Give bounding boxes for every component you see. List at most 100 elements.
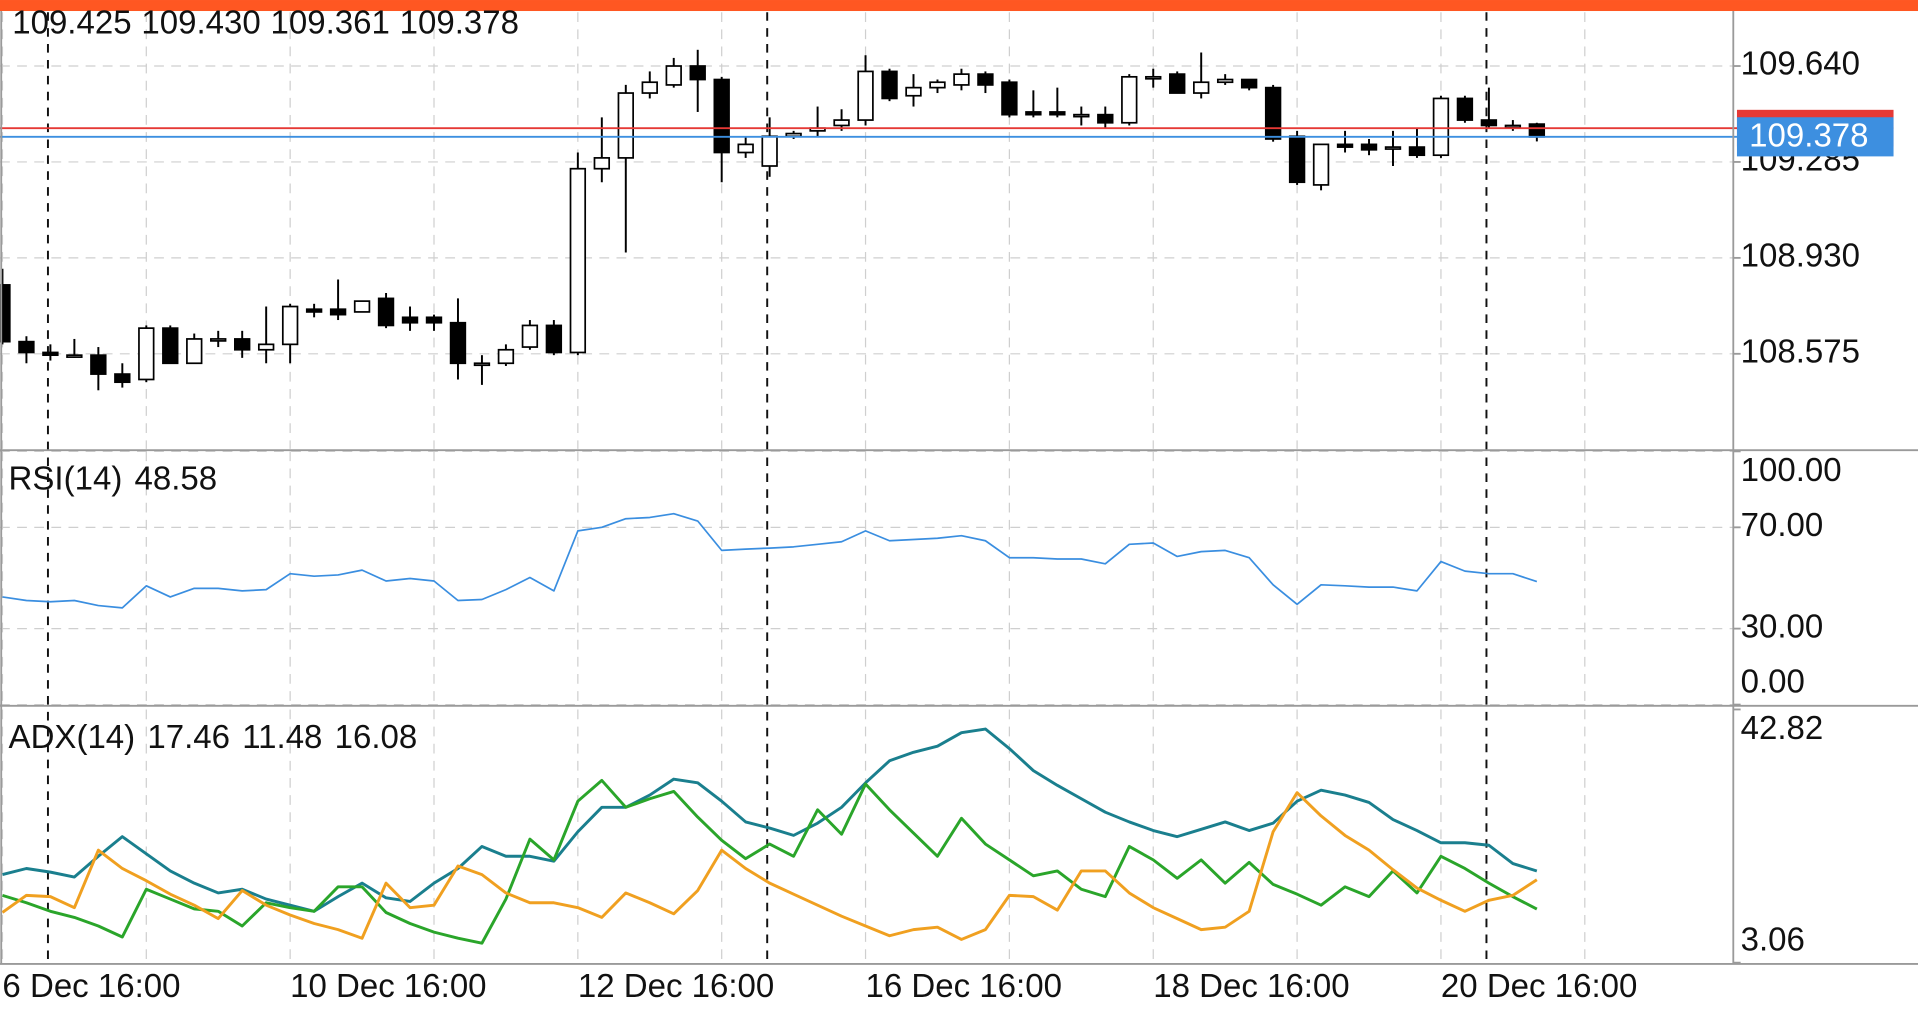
- candle-body: [210, 338, 227, 342]
- x-tick-label: 16 Dec 16:00: [866, 967, 1062, 1004]
- indicator-name: ADX(14): [9, 718, 136, 755]
- candle-body: [1312, 143, 1330, 186]
- candle-body: [737, 143, 754, 154]
- candle-body: [186, 338, 203, 365]
- candle-body: [665, 65, 682, 86]
- candle-body: [929, 81, 946, 89]
- candle-body: [473, 362, 491, 367]
- ohlc-value: 109.425: [12, 3, 131, 40]
- candle-body: [1528, 123, 1546, 138]
- x-tick-label: 6 Dec 16:00: [2, 967, 180, 1004]
- candle-body: [857, 70, 874, 121]
- candle-body: [42, 351, 59, 357]
- indicator-value: 16.08: [335, 718, 418, 755]
- indicator-line: [1, 791, 1538, 941]
- indicator-line: [2, 778, 1538, 945]
- candle-body: [905, 86, 922, 97]
- top-bar: [0, 0, 1918, 12]
- candle-body: [66, 354, 83, 358]
- y-tick-label: 108.930: [1741, 237, 1860, 274]
- candle-body: [953, 73, 970, 86]
- candle-body: [1097, 113, 1114, 124]
- ohlc-header: 109.425 109.430 109.361 109.378: [12, 3, 519, 40]
- candle-body: [1336, 143, 1354, 148]
- ohlc-value: 109.430: [141, 3, 260, 40]
- indicator-value: 11.48: [242, 718, 322, 755]
- indicator-header: ADX(14) 17.46 11.48 16.08: [9, 718, 418, 755]
- candle-body: [353, 300, 371, 313]
- y-tick-label: 100.00: [1741, 451, 1842, 488]
- candle-body: [497, 348, 515, 365]
- x-tick-label: 12 Dec 16:00: [578, 967, 774, 1004]
- x-tick-label: 20 Dec 16:00: [1441, 967, 1637, 1004]
- candle-body: [1384, 146, 1402, 150]
- candle-body: [641, 81, 658, 94]
- candle-body: [833, 119, 850, 127]
- candle-body: [1025, 111, 1042, 116]
- candle-body: [1121, 75, 1138, 124]
- candle-body: [1288, 135, 1306, 184]
- candle-body: [234, 338, 251, 351]
- candle-body: [689, 65, 706, 81]
- candle-body: [785, 132, 802, 138]
- candle-body: [138, 327, 155, 381]
- ohlc-value: 109.361: [270, 3, 389, 40]
- candle-body: [1360, 143, 1378, 151]
- y-tick-label: 42.82: [1741, 709, 1824, 746]
- candle-body: [521, 324, 539, 348]
- y-tick-label: 70.00: [1741, 506, 1824, 543]
- y-tick-label: 0.00: [1741, 663, 1805, 700]
- y-tick-label: 3.06: [1741, 921, 1805, 958]
- candle-body: [1145, 75, 1162, 80]
- candle-body: [305, 308, 323, 313]
- candle-body: [617, 92, 634, 159]
- candle-body: [1073, 113, 1090, 118]
- ohlc-value: 109.378: [400, 3, 519, 40]
- candle-body: [162, 327, 179, 365]
- candle-body: [1480, 119, 1498, 127]
- candle-body: [593, 157, 611, 170]
- candle-body: [545, 324, 563, 354]
- candle-body: [401, 316, 419, 324]
- last-price-tag: [1736, 117, 1894, 157]
- candle-body: [90, 354, 107, 375]
- indicator-name: RSI(14): [9, 459, 123, 496]
- candle-body: [1456, 97, 1474, 121]
- candle-body: [377, 297, 395, 327]
- candle-body: [1408, 146, 1426, 157]
- candle-body: [1264, 86, 1282, 140]
- candle-body: [329, 308, 347, 316]
- candle-body: [569, 167, 587, 354]
- candle-body: [281, 305, 299, 346]
- indicator-line: [2, 727, 1538, 913]
- candle-body: [114, 373, 131, 384]
- indicator-line: [2, 512, 1538, 609]
- indicator-value: 48.58: [135, 459, 218, 496]
- candle-body: [449, 321, 467, 365]
- candle-body: [1240, 78, 1258, 89]
- x-tick-label: 18 Dec 16:00: [1153, 967, 1349, 1004]
- x-tick-label: 10 Dec 16:00: [290, 967, 486, 1004]
- candle-body: [1504, 124, 1522, 129]
- candle-body: [1432, 97, 1450, 157]
- last-price-label: 109.378: [1749, 117, 1868, 154]
- y-tick-label: 30.00: [1741, 607, 1824, 644]
- y-tick-label: 108.575: [1741, 333, 1860, 370]
- indicator-header: RSI(14) 48.58: [9, 459, 218, 496]
- candle-body: [1001, 81, 1018, 116]
- candle-body: [977, 73, 994, 86]
- y-tick-label: 109.640: [1741, 45, 1860, 82]
- candle-body: [1193, 81, 1210, 94]
- indicator-value: 17.46: [147, 718, 230, 755]
- candle-body: [881, 70, 898, 100]
- candle-body: [425, 316, 443, 324]
- candle-body: [0, 284, 11, 343]
- candle-body: [713, 78, 730, 154]
- candle-body: [1216, 78, 1234, 84]
- candle-body: [257, 343, 275, 351]
- candle-body: [1169, 73, 1186, 94]
- candle-body: [18, 340, 35, 354]
